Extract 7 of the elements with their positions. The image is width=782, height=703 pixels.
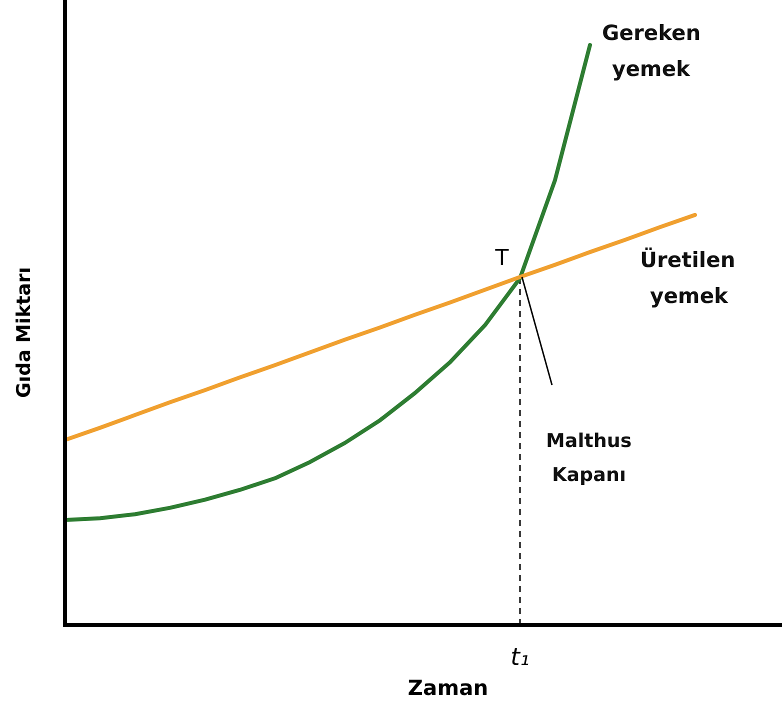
series-label: Gereken yemek (602, 21, 701, 81)
text: t₁ (510, 643, 530, 671)
y-axis-title: Gıda Miktarı (13, 267, 35, 398)
annotation: Malthus Kapanı (546, 430, 632, 486)
x-axis-title: Zaman (408, 676, 488, 700)
series-label: Üretilen yemek (640, 246, 736, 308)
annotation: T (494, 246, 510, 271)
